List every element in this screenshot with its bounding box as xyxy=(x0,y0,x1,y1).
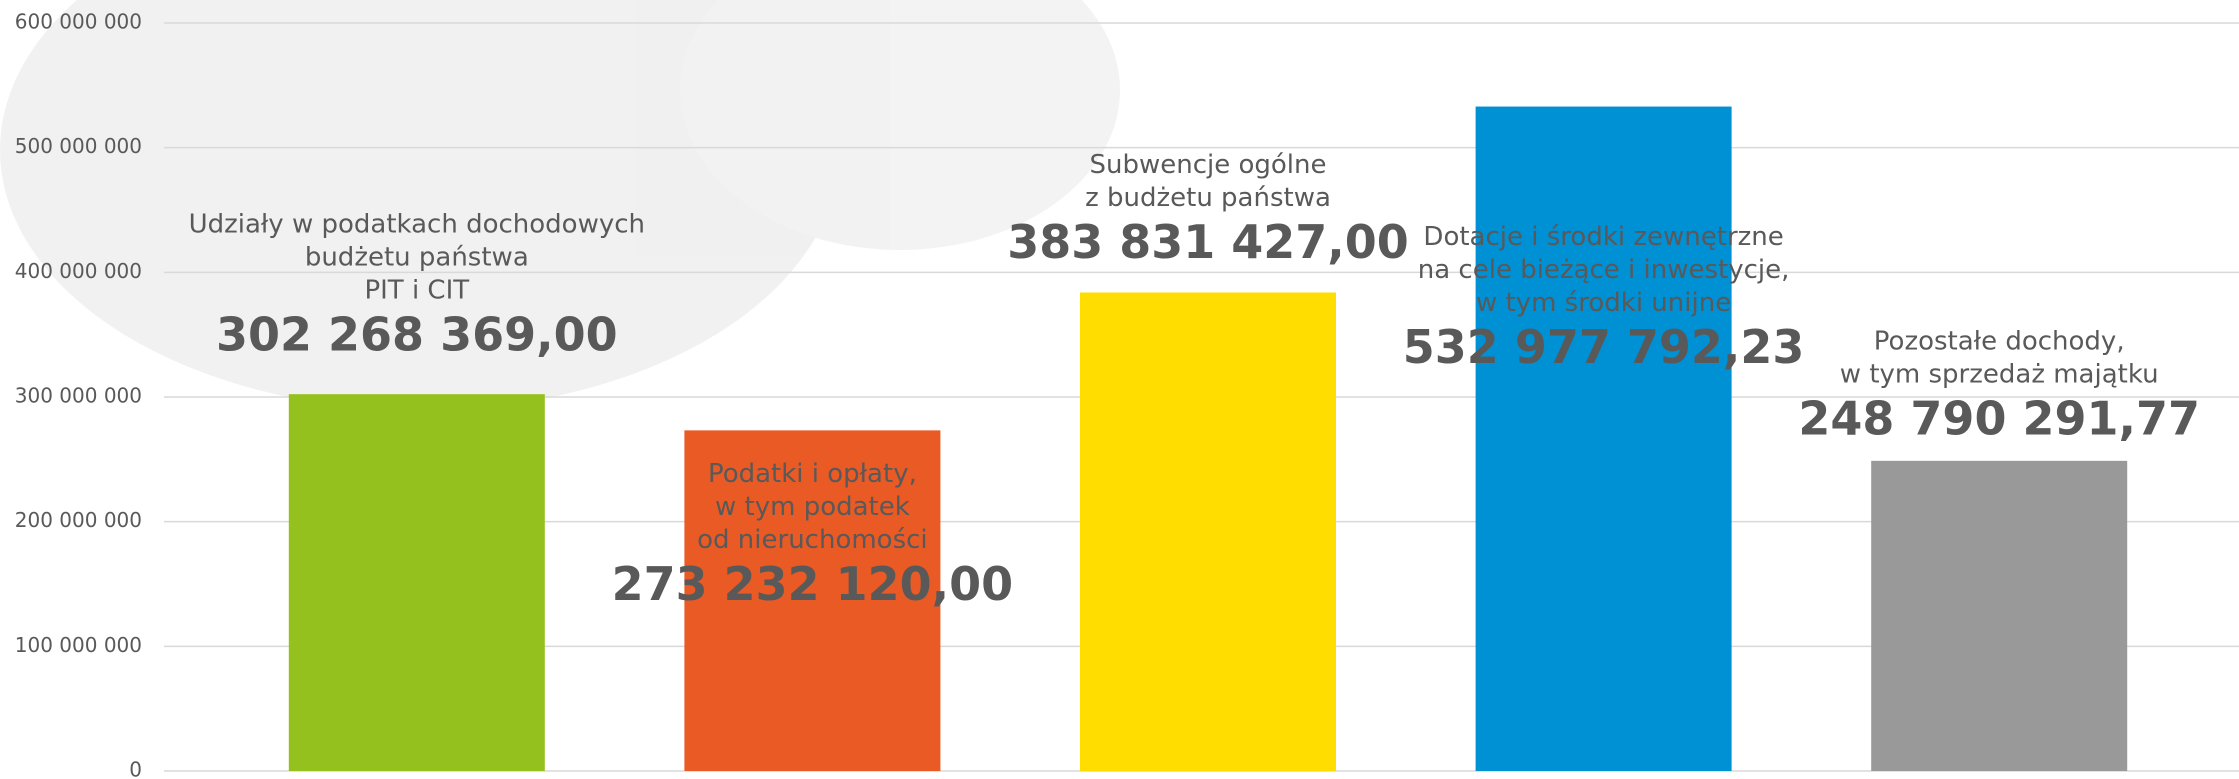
value-label: 383 831 427,00 xyxy=(1007,215,1409,269)
value-label: 532 977 792,23 xyxy=(1403,320,1805,374)
bar xyxy=(1475,106,1732,772)
y-tick-label: 0 xyxy=(129,758,142,779)
category-label: budżetu państwa xyxy=(305,243,529,273)
value-label: 248 790 291,77 xyxy=(1798,391,2200,445)
bar xyxy=(684,430,941,771)
y-tick-label: 100 000 000 xyxy=(15,633,142,657)
category-label: z budżetu państwa xyxy=(1085,183,1331,213)
bar xyxy=(288,394,545,771)
bar xyxy=(1080,292,1336,771)
category-label: w tym sprzedaż majątku xyxy=(1840,359,2159,389)
category-label: Dotacje i środki zewnętrzne xyxy=(1423,222,1783,252)
value-label: 302 268 369,00 xyxy=(216,308,618,362)
category-label: Podatki i opłaty, xyxy=(708,459,917,489)
category-label: PIT i CIT xyxy=(364,276,469,306)
y-tick-label: 500 000 000 xyxy=(15,134,142,158)
category-label: Pozostałe dochody, xyxy=(1874,326,2125,356)
bar xyxy=(1871,460,2128,771)
category-label: od nieruchomości xyxy=(697,525,928,555)
category-label: Udziały w podatkach dochodowych xyxy=(189,210,645,240)
value-label: 273 232 120,00 xyxy=(612,557,1014,611)
y-tick-label: 200 000 000 xyxy=(15,508,142,532)
y-tick-label: 600 000 000 xyxy=(15,10,142,34)
category-label: Subwencje ogólne xyxy=(1089,150,1326,180)
background-decoration xyxy=(0,0,1120,410)
category-label: w tym środki unijne xyxy=(1476,288,1731,318)
category-label: w tym podatek xyxy=(715,492,910,522)
y-tick-label: 400 000 000 xyxy=(15,259,142,283)
y-tick-label: 300 000 000 xyxy=(15,384,142,408)
category-label: na cele bieżące i inwestycje, xyxy=(1418,255,1790,285)
